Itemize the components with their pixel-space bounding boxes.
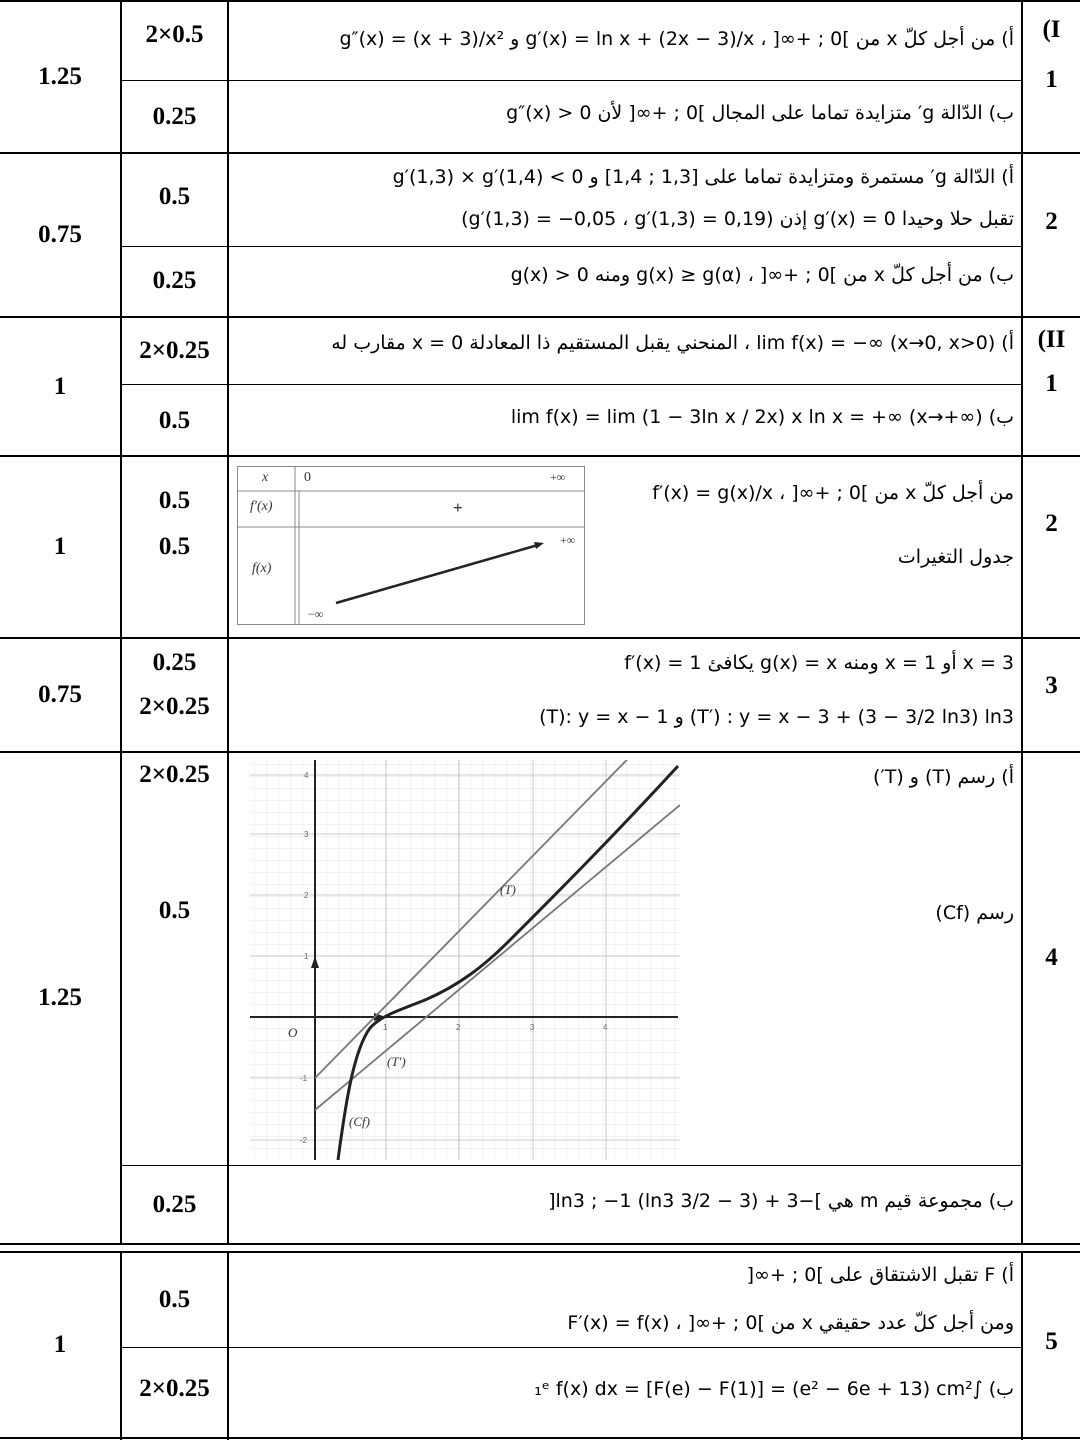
- sub-score: 0.25: [152, 1191, 197, 1218]
- answer-line: (T): y = x − 1 و (T′) : y = x − 3 + (3 −…: [539, 706, 1014, 728]
- answer-line: جدول التغيرات: [897, 546, 1014, 568]
- tangent-T: [314, 760, 628, 1079]
- y-tick: -2: [300, 1136, 308, 1145]
- label-Cf: (Cf): [349, 1114, 370, 1129]
- answer-line: ومن أجل كلّ عدد حقيقي x من ]0 ; +∞[ ، F′…: [567, 1312, 1014, 1334]
- label-T-prime: (T′): [387, 1054, 406, 1069]
- answer-line: ب) lim f(x) = lim (1 − 3ln x / 2x) x ln …: [510, 406, 1014, 428]
- answer-line: (g′(1,3) = −0,05 ، g′(1,3) = 0,19) إذن g…: [461, 208, 1014, 230]
- answer-line: أ) رسم (T) و (T′): [873, 766, 1014, 788]
- y-tick: 2: [304, 891, 309, 900]
- question-number: 1: [1045, 370, 1058, 397]
- answer-line: أ) lim f(x) = −∞ (x→0, x>0) ، المنحني يق…: [331, 332, 1014, 354]
- function-graph: (T) (T′) (Cf) O 1 2 3 4 4 3 2 1 -1 -2: [250, 760, 680, 1160]
- answer-line: أ) من أجل كلّ x من ]0 ; +∞[ ، g′(x) = ln…: [339, 28, 1014, 50]
- y-tick: 3: [304, 830, 309, 839]
- answer-line: ب) مجموعة قيم m هي ]−3 + (3 − 3/2 ln3) l…: [548, 1190, 1014, 1212]
- answer-line: ب) الدّالة g′ متزايدة تماما على المجال ]…: [506, 102, 1014, 124]
- vt-minf: −∞: [308, 607, 324, 621]
- sub-score: 0.5: [158, 407, 191, 434]
- origin-label: O: [288, 1025, 298, 1040]
- total-score: 1.25: [38, 63, 82, 90]
- question-number: 4: [1045, 944, 1058, 971]
- y-tick: 4: [304, 771, 309, 780]
- total-score: 0.75: [38, 681, 82, 708]
- answer-line: ب) ∫₁ᵉ f(x) dx = [F(e) − F(1)] = (e² − 6…: [534, 1378, 1014, 1400]
- x-tick: 1: [383, 1023, 388, 1032]
- y-tick: -1: [300, 1074, 308, 1083]
- sub-score: 2×0.25: [139, 760, 210, 788]
- sub-score: 0.5: [158, 183, 191, 210]
- sub-score: 2×0.25: [139, 337, 210, 364]
- sub-score: 0.25: [152, 267, 197, 294]
- answer-line: f′(x) = 1 يكافئ g(x) = x ومنه x = 1 أو x…: [624, 652, 1014, 674]
- sub-score: 0.5: [158, 1286, 191, 1313]
- part-label: (I: [1042, 16, 1061, 43]
- answer-line: أ) الدّالة g′ مستمرة ومتزايدة تماما على …: [392, 166, 1014, 188]
- question-number: 2: [1045, 208, 1058, 235]
- question-number: 1: [1045, 66, 1058, 93]
- sub-score: 2×0.5: [145, 21, 204, 48]
- sub-score: 0.5: [158, 896, 191, 924]
- total-score: 1: [53, 372, 67, 400]
- part-label: (II: [1037, 326, 1066, 353]
- vt-zero: 0: [304, 470, 311, 485]
- curve-Cf: [336, 764, 680, 1160]
- question-number: 5: [1045, 1328, 1058, 1355]
- vt-f-label: f(x): [252, 561, 272, 576]
- answer-line: أ) F تقبل الاشتقاق على ]0 ; +∞[: [746, 1264, 1014, 1286]
- total-score: 1: [53, 1331, 67, 1358]
- answer-line: من أجل كلّ x من ]0 ; +∞[ ، f′(x) = g(x)/…: [652, 482, 1014, 504]
- sub-score: 2×0.25: [139, 692, 210, 720]
- question-number: 3: [1045, 672, 1058, 699]
- variation-table: x f′(x) f(x) 0 +∞ + +∞ −∞: [237, 466, 585, 625]
- sub-score: 2×0.25: [139, 1375, 210, 1402]
- tangent-T-prime: [314, 804, 680, 1111]
- question-number: 2: [1045, 510, 1058, 537]
- total-score: 0.75: [38, 221, 82, 248]
- total-score: 1: [53, 533, 67, 560]
- x-tick: 4: [603, 1023, 608, 1032]
- x-tick: 3: [530, 1023, 535, 1032]
- vt-sign: +: [453, 498, 463, 517]
- total-score: 1.25: [38, 984, 82, 1011]
- variation-table-grid: [238, 467, 584, 624]
- vt-fp-label: f′(x): [250, 499, 273, 514]
- vt-x-label: x: [262, 470, 269, 485]
- sub-score: 0.5: [158, 486, 191, 514]
- answer-line: رسم (Cf): [935, 902, 1014, 924]
- vt-pinf: +∞: [550, 470, 566, 484]
- sub-score: 0.5: [158, 532, 191, 560]
- x-tick: 2: [456, 1023, 461, 1032]
- y-tick: 1: [304, 952, 309, 961]
- answer-line: ب) من أجل كلّ x من ]0 ; +∞[ ، g(x) ≥ g(α…: [510, 264, 1014, 286]
- label-T: (T): [500, 882, 516, 897]
- sub-score: 0.25: [152, 648, 197, 676]
- sub-score: 0.25: [152, 103, 197, 130]
- vt-top: +∞: [560, 533, 576, 547]
- y-axis-arrow: [311, 956, 319, 968]
